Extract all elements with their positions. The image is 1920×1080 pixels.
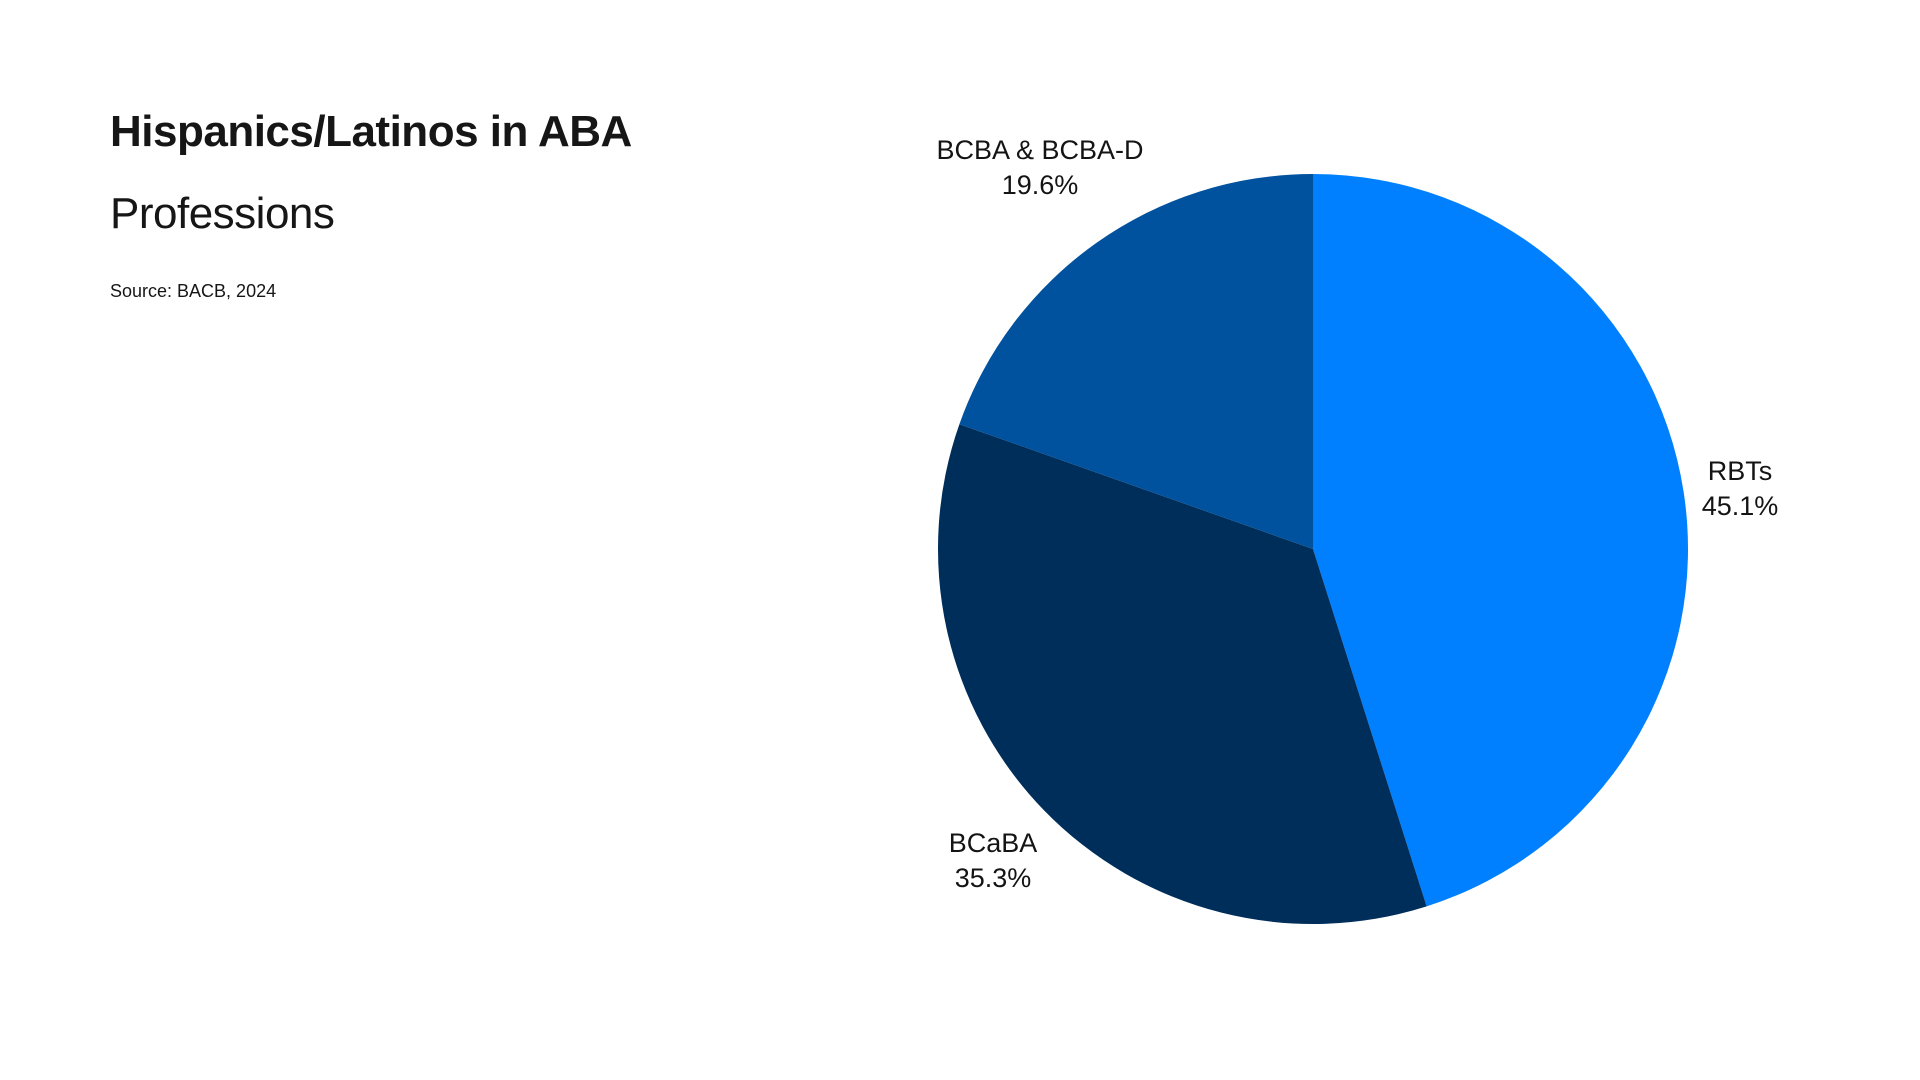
source-note: Source: BACB, 2024	[110, 281, 277, 301]
slice-name: RBTs	[1707, 456, 1773, 486]
slice-name: BCaBA	[948, 828, 1038, 858]
slice-percentage: 35.3%	[954, 863, 1032, 893]
slice-percentage: 45.1%	[1701, 491, 1779, 521]
pie-slice-rbts	[1313, 173, 1689, 907]
slice-label-bcba-bcba-d: BCBA & BCBA-D 19.6%	[936, 133, 1143, 203]
slice-label-rbts: RBTs 45.1%	[1702, 454, 1779, 524]
slice-name: BCBA & BCBA-D	[936, 135, 1144, 165]
page-subtitle: Professions	[110, 189, 335, 238]
pie-slice-bcaba	[937, 424, 1427, 925]
slice-label-bcaba: BCaBA 35.3%	[949, 826, 1038, 896]
pie-slice-bcba-bcba-d	[959, 174, 1313, 549]
slice-percentage: 19.6%	[1001, 170, 1079, 200]
page-title: Hispanics/Latinos in ABA	[110, 107, 632, 156]
